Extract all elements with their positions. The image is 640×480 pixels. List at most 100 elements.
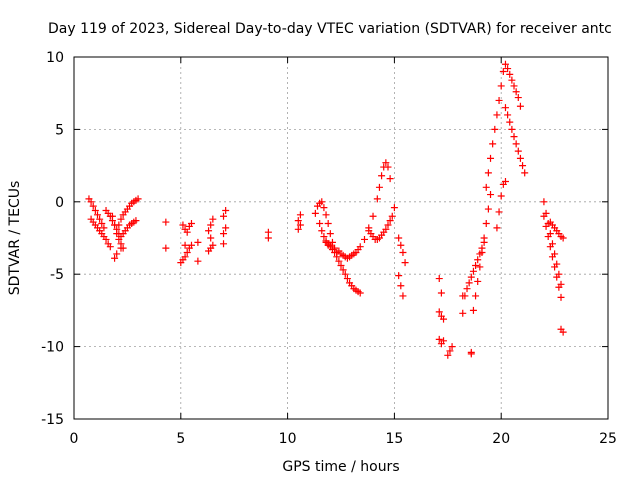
data-point bbox=[440, 337, 448, 345]
data-point bbox=[343, 275, 351, 283]
x-tick-label: 20 bbox=[492, 431, 510, 447]
data-point bbox=[395, 272, 403, 280]
data-point bbox=[544, 233, 552, 241]
data-point bbox=[117, 215, 125, 223]
data-point bbox=[102, 235, 110, 243]
data-point bbox=[510, 82, 518, 90]
data-point bbox=[384, 221, 392, 229]
data-point bbox=[162, 218, 170, 226]
data-point bbox=[514, 94, 522, 102]
data-point bbox=[108, 212, 116, 220]
data-point bbox=[183, 228, 191, 236]
data-point bbox=[386, 175, 394, 183]
data-point bbox=[512, 88, 520, 96]
data-point bbox=[467, 273, 475, 281]
data-point bbox=[504, 65, 512, 73]
y-tick-label: -15 bbox=[41, 412, 64, 428]
data-point bbox=[375, 183, 383, 191]
data-point bbox=[335, 257, 343, 265]
data-point bbox=[489, 140, 497, 148]
data-point bbox=[220, 240, 228, 248]
data-point bbox=[318, 198, 326, 206]
data-point bbox=[113, 250, 121, 258]
data-point bbox=[437, 289, 445, 297]
x-axis-label: GPS time / hours bbox=[282, 459, 399, 475]
data-point bbox=[318, 227, 326, 235]
data-point bbox=[220, 230, 228, 238]
data-point bbox=[209, 215, 217, 223]
y-tick-label: 5 bbox=[55, 122, 64, 138]
data-point bbox=[113, 230, 121, 238]
data-point bbox=[559, 234, 567, 242]
data-point bbox=[484, 169, 492, 177]
data-point bbox=[506, 118, 514, 126]
data-point bbox=[469, 306, 477, 314]
data-point bbox=[111, 254, 119, 262]
data-point bbox=[386, 217, 394, 225]
data-point bbox=[440, 315, 448, 323]
data-point bbox=[369, 212, 377, 220]
data-point bbox=[501, 178, 509, 186]
data-point bbox=[117, 244, 125, 252]
data-point bbox=[194, 257, 202, 265]
data-point bbox=[546, 243, 554, 251]
data-point bbox=[459, 309, 467, 317]
data-point bbox=[337, 262, 345, 270]
data-point bbox=[316, 220, 324, 228]
data-point bbox=[98, 220, 106, 228]
data-point bbox=[506, 70, 514, 78]
data-point bbox=[388, 212, 396, 220]
y-tick-label: -5 bbox=[50, 267, 64, 283]
data-point bbox=[472, 292, 480, 300]
data-point bbox=[463, 285, 471, 293]
data-point bbox=[89, 202, 97, 210]
data-point bbox=[555, 283, 563, 291]
data-point bbox=[487, 191, 495, 199]
data-point bbox=[401, 259, 409, 267]
data-point bbox=[326, 230, 334, 238]
data-point bbox=[559, 328, 567, 336]
data-point bbox=[501, 60, 509, 68]
data-point bbox=[448, 343, 456, 351]
data-point bbox=[476, 263, 484, 271]
data-point bbox=[296, 211, 304, 219]
data-point bbox=[474, 277, 482, 285]
data-point bbox=[478, 248, 486, 256]
data-point bbox=[296, 221, 304, 229]
data-point bbox=[480, 234, 488, 242]
grid-lines bbox=[74, 57, 608, 419]
y-axis-label: SDTVAR / TECUs bbox=[7, 181, 23, 296]
data-point bbox=[512, 140, 520, 148]
x-tick-label: 25 bbox=[599, 431, 617, 447]
data-point bbox=[435, 308, 443, 316]
data-point bbox=[331, 248, 339, 256]
data-points bbox=[85, 60, 567, 359]
data-point bbox=[514, 147, 522, 155]
data-point bbox=[360, 235, 368, 243]
x-tick-label: 10 bbox=[279, 431, 297, 447]
data-point bbox=[390, 204, 398, 212]
data-point bbox=[222, 224, 230, 232]
data-point bbox=[446, 347, 454, 355]
data-point bbox=[322, 211, 330, 219]
data-point bbox=[516, 102, 524, 110]
data-point bbox=[384, 163, 392, 171]
data-point bbox=[557, 293, 565, 301]
data-point bbox=[209, 241, 217, 249]
y-tick-label: -10 bbox=[41, 340, 64, 356]
data-point bbox=[435, 335, 443, 343]
data-point bbox=[521, 169, 529, 177]
data-point bbox=[482, 220, 490, 228]
x-tick-label: 15 bbox=[385, 431, 403, 447]
data-point bbox=[100, 224, 108, 232]
data-point bbox=[497, 82, 505, 90]
plot-frame bbox=[73, 56, 609, 420]
data-point bbox=[540, 198, 548, 206]
data-point bbox=[491, 125, 499, 133]
x-tick-label: 5 bbox=[176, 431, 185, 447]
data-point bbox=[187, 220, 195, 228]
data-point bbox=[474, 256, 482, 264]
x-axis-ticks: 0 5 10 15 20 25 bbox=[70, 57, 617, 447]
y-axis-ticks: -15 -10 -5 0 5 10 bbox=[41, 50, 608, 428]
data-point bbox=[382, 225, 390, 233]
